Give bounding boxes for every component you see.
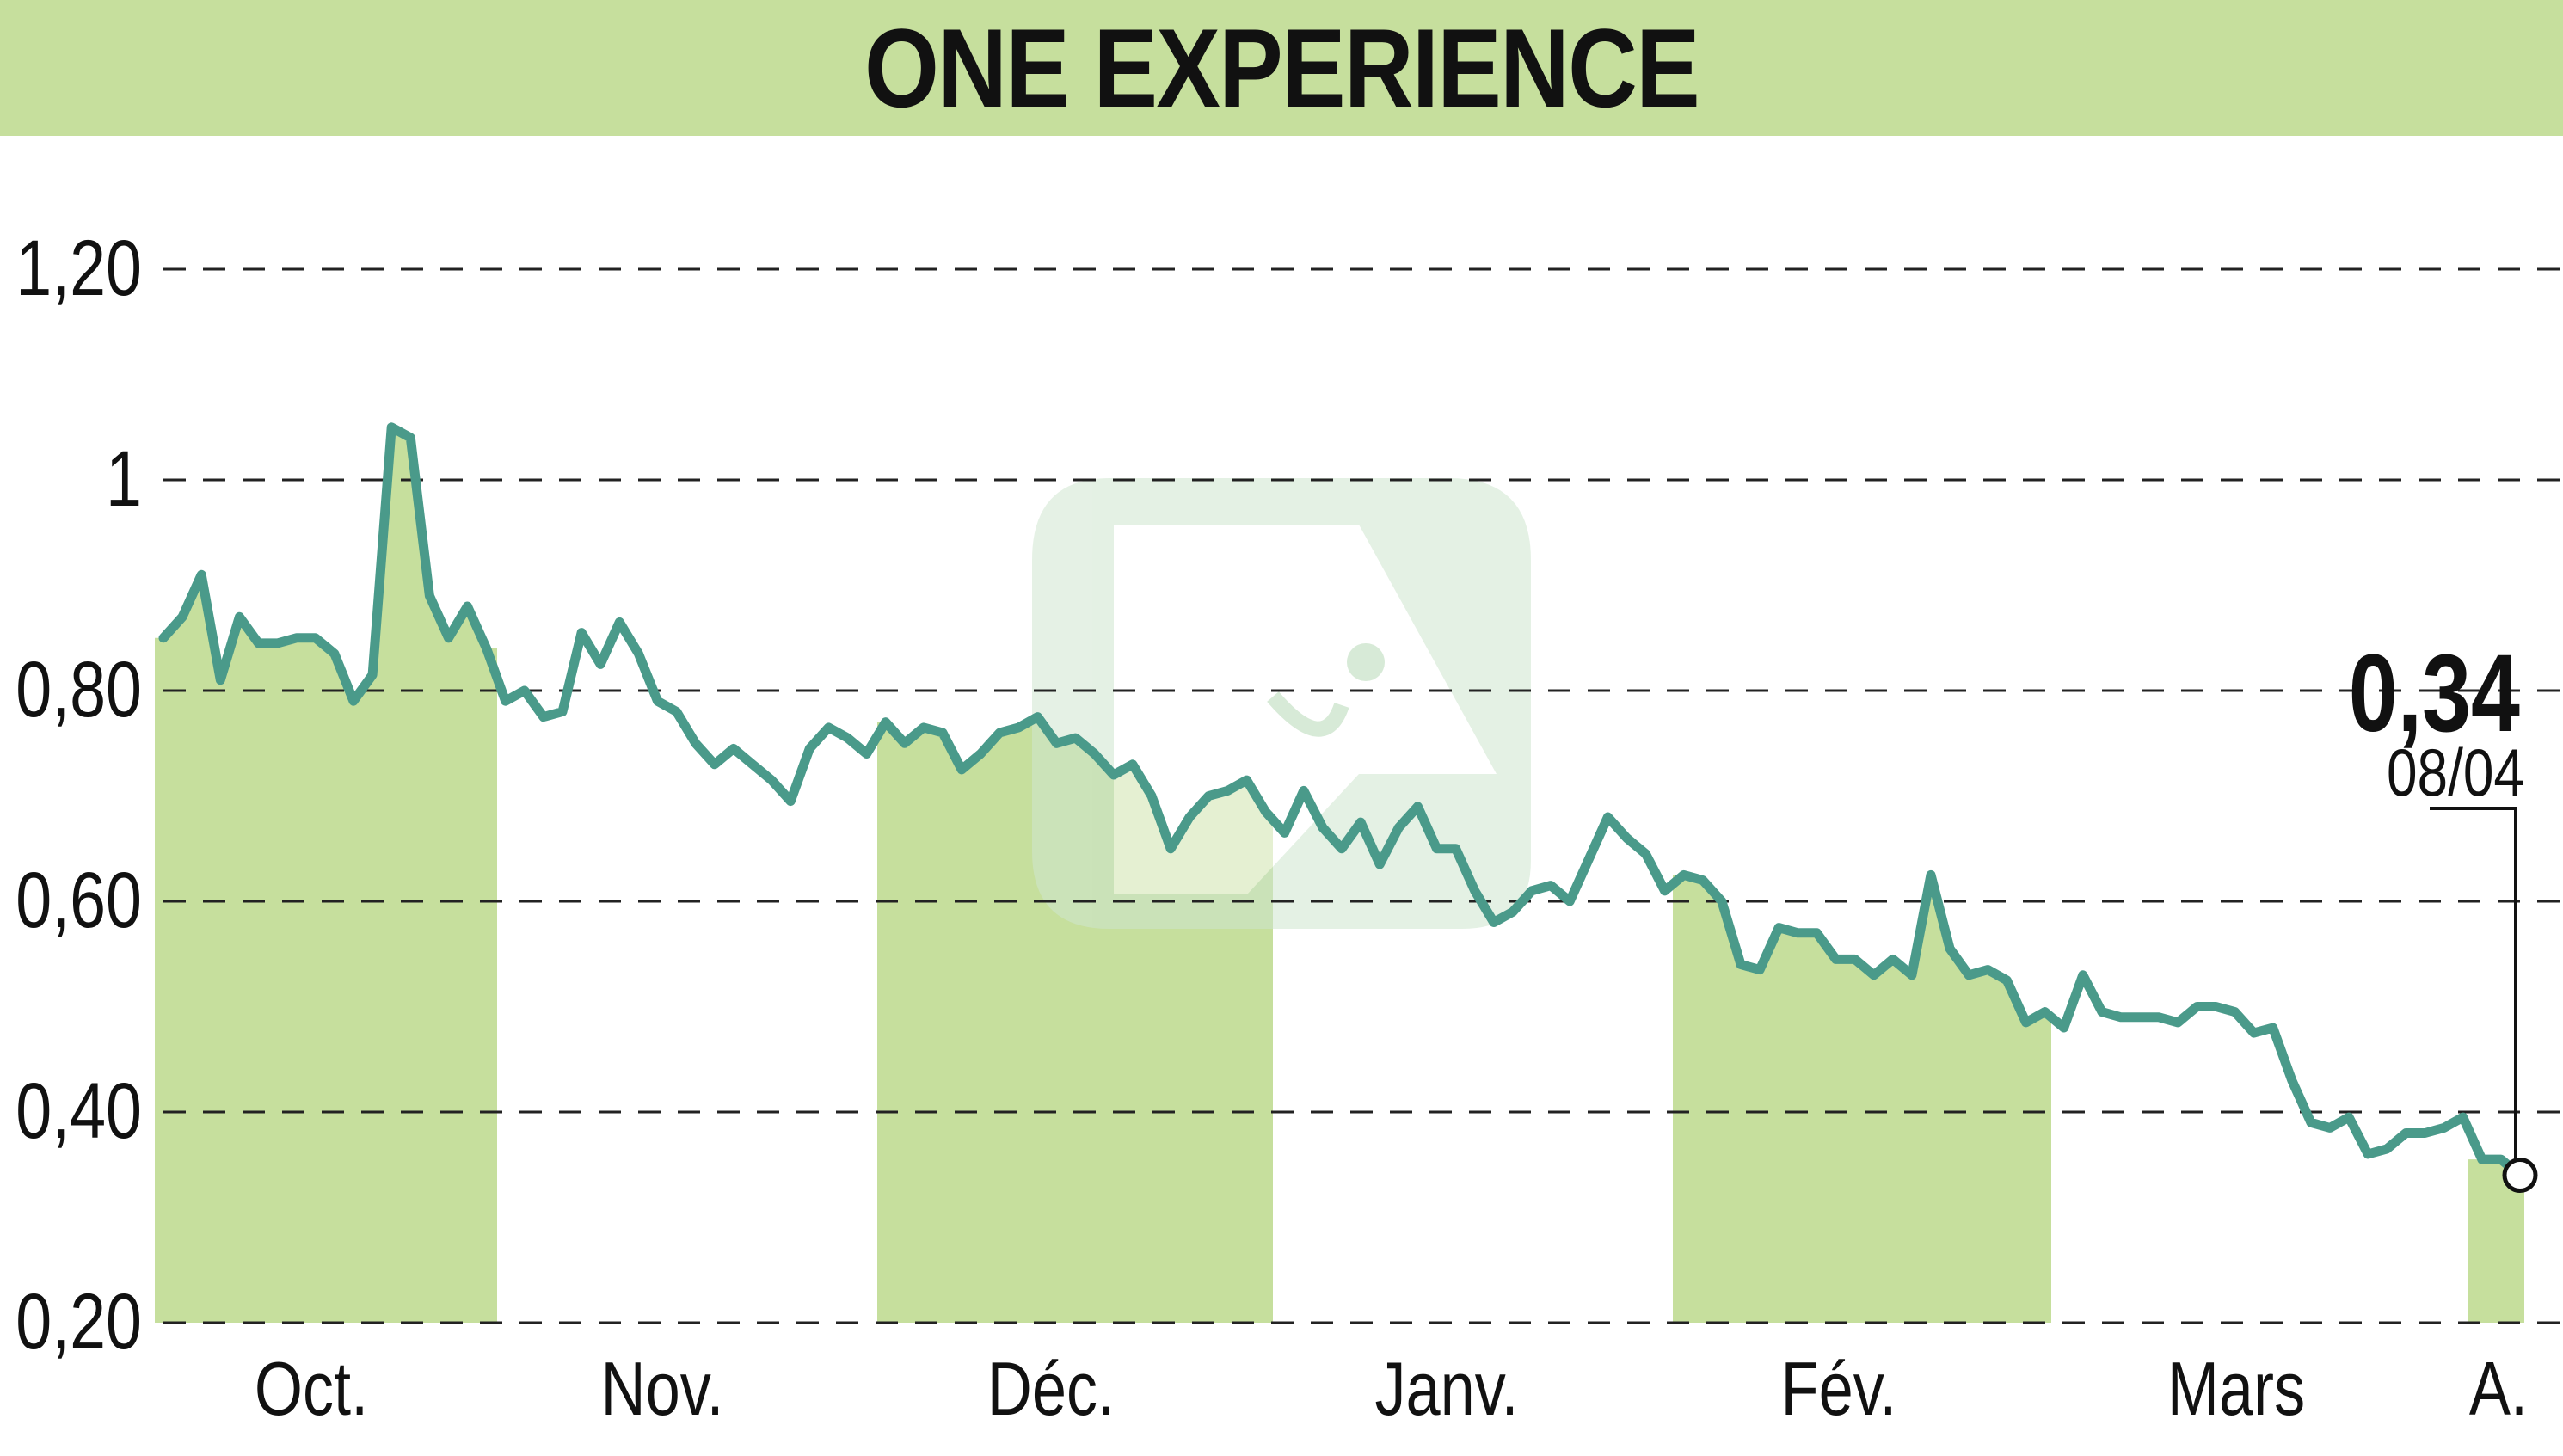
grid-lines bbox=[163, 267, 2563, 1324]
y-tick-label: 0,80 bbox=[15, 645, 142, 734]
month-band-6 bbox=[2468, 1159, 2524, 1323]
x-tick-label: Fév. bbox=[1781, 1347, 1897, 1431]
month-band-0 bbox=[155, 427, 497, 1323]
x-tick-label: Janv. bbox=[1374, 1347, 1518, 1431]
y-tick-label: 0,40 bbox=[15, 1066, 142, 1155]
x-axis-labels: Oct. Nov. Déc. Janv. Fév. Mars A. bbox=[255, 1347, 2528, 1431]
y-tick-label: 1 bbox=[106, 434, 142, 523]
last-value-point bbox=[2502, 1158, 2538, 1193]
x-tick-label: Oct. bbox=[255, 1347, 368, 1431]
price-line bbox=[158, 422, 2525, 1180]
x-tick-label: Déc. bbox=[987, 1347, 1115, 1431]
last-value-leader bbox=[2430, 807, 2517, 1160]
month-band-4 bbox=[1673, 875, 2051, 1323]
chart-title: ONE EXPERIENCE bbox=[864, 5, 1700, 131]
title-bar bbox=[0, 0, 2563, 136]
y-axis-ticks: 0,20 0,40 0,60 0,80 1 1,20 bbox=[15, 224, 142, 1366]
last-value-label: 0,34 bbox=[2349, 631, 2520, 755]
y-tick-label: 0,20 bbox=[15, 1277, 142, 1366]
watermark-logo bbox=[1032, 478, 1531, 929]
x-tick-label: Nov. bbox=[600, 1347, 723, 1431]
x-tick-label: A. bbox=[2469, 1347, 2528, 1431]
y-tick-label: 1,20 bbox=[15, 224, 142, 312]
y-tick-label: 0,60 bbox=[15, 856, 142, 944]
x-tick-label: Mars bbox=[2167, 1347, 2305, 1431]
last-date-label: 08/04 bbox=[2387, 735, 2524, 810]
